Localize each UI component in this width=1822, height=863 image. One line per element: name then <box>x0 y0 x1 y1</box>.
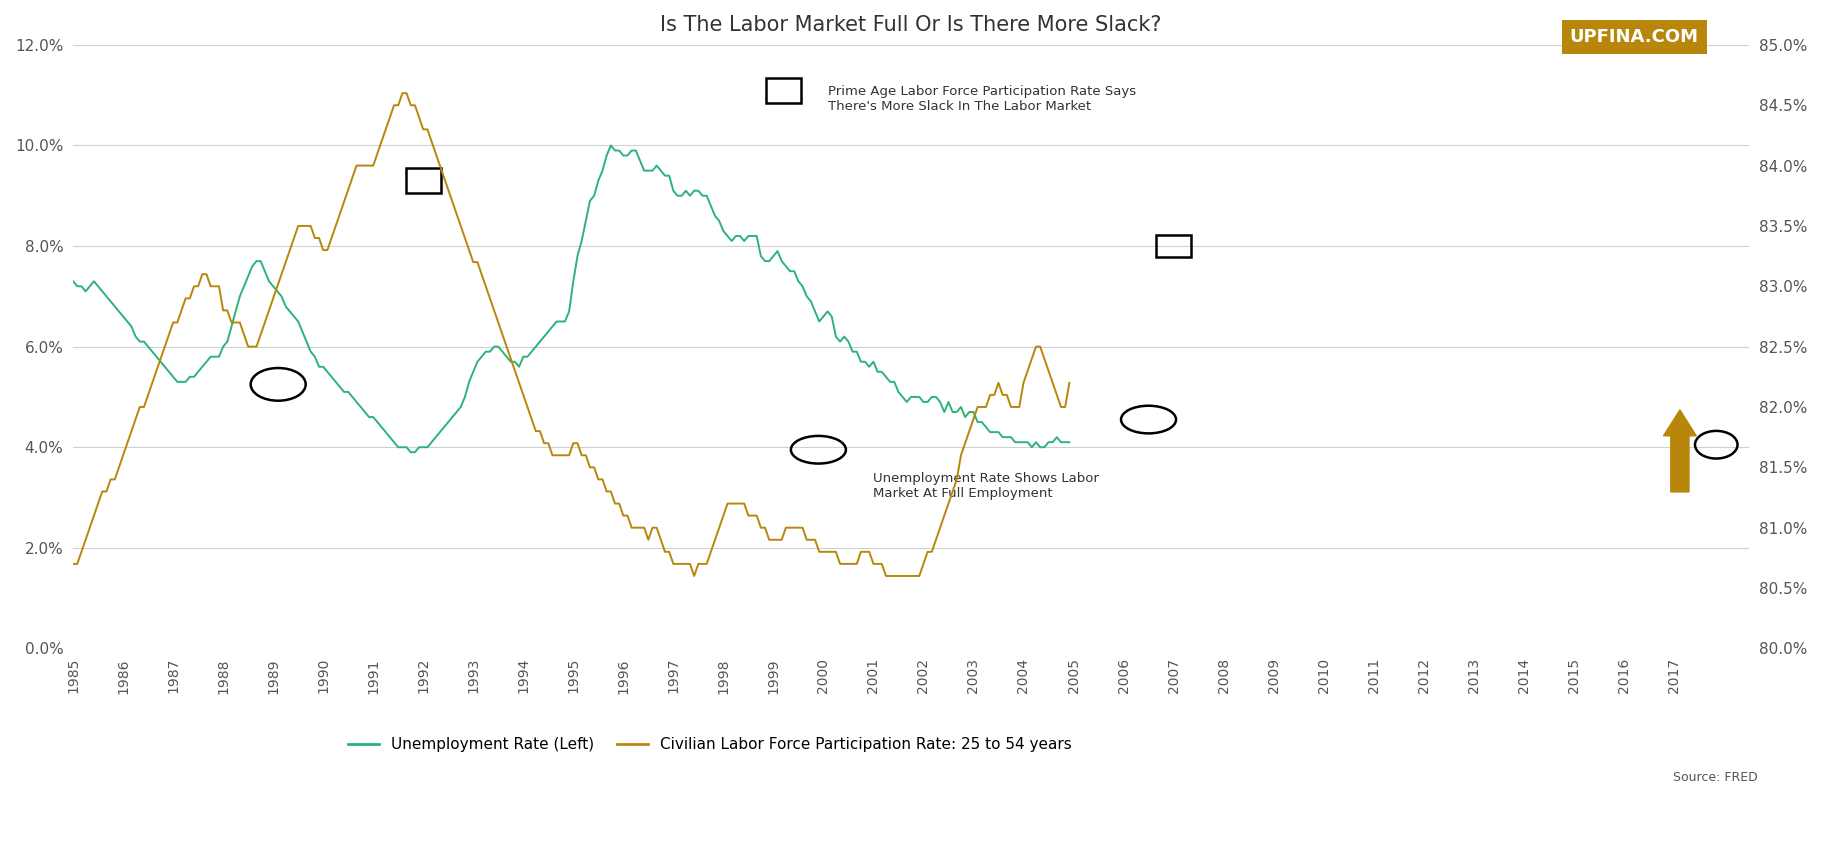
Text: Unemployment Rate Shows Labor
Market At Full Employment: Unemployment Rate Shows Labor Market At … <box>873 472 1099 501</box>
Text: Prime Age Labor Force Participation Rate Says
There's More Slack In The Labor Ma: Prime Age Labor Force Participation Rate… <box>829 85 1137 113</box>
Text: UPFINA.COM: UPFINA.COM <box>1571 28 1698 46</box>
Legend: Unemployment Rate (Left), Civilian Labor Force Participation Rate: 25 to 54 year: Unemployment Rate (Left), Civilian Labor… <box>343 731 1077 759</box>
Title: Is The Labor Market Full Or Is There More Slack?: Is The Labor Market Full Or Is There Mor… <box>660 15 1162 35</box>
Text: Source: FRED: Source: FRED <box>1673 771 1758 784</box>
